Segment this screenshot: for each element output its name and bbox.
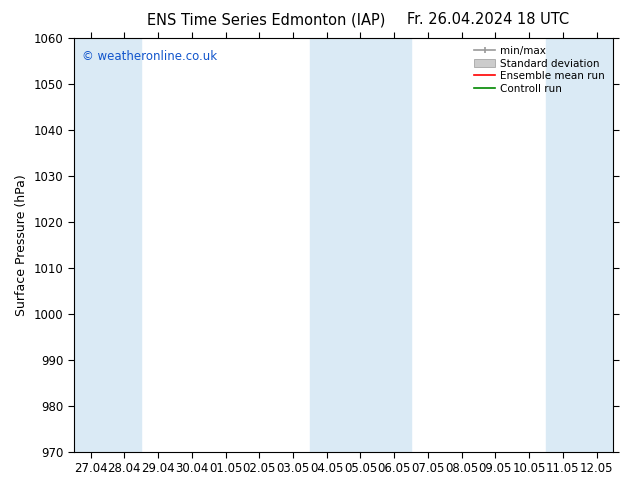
Bar [344,38,377,452]
Bar [107,38,141,452]
Bar [74,38,107,452]
Bar [546,38,579,452]
Text: ENS Time Series Edmonton (IAP): ENS Time Series Edmonton (IAP) [147,12,385,27]
Legend: min/max, Standard deviation, Ensemble mean run, Controll run: min/max, Standard deviation, Ensemble me… [470,42,609,98]
Bar [310,38,344,452]
Text: Fr. 26.04.2024 18 UTC: Fr. 26.04.2024 18 UTC [407,12,569,27]
Bar [377,38,411,452]
Y-axis label: Surface Pressure (hPa): Surface Pressure (hPa) [15,174,28,316]
Bar [579,38,614,452]
Text: © weatheronline.co.uk: © weatheronline.co.uk [82,50,217,63]
